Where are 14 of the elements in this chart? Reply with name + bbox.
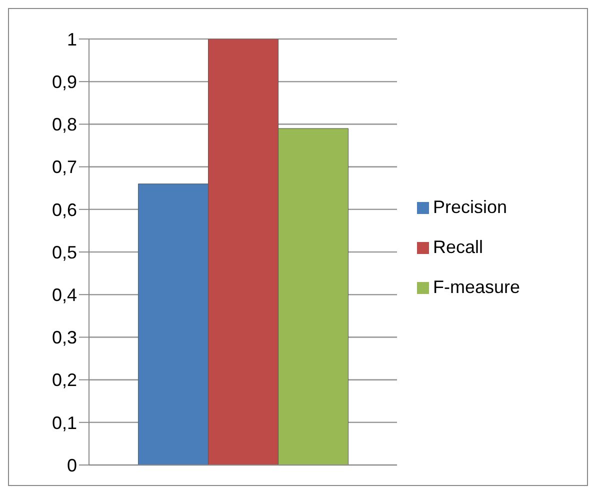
y-tick-label: 1 — [66, 29, 77, 50]
y-tick-label: 0,7 — [52, 157, 77, 178]
legend-label: F-measure — [433, 277, 520, 297]
y-tick-label: 0,5 — [52, 242, 77, 262]
y-tick-label: 0,3 — [52, 328, 77, 348]
y-tick-label: 0,8 — [52, 114, 77, 135]
y-tick-label: 0,6 — [52, 200, 77, 220]
legend-label: Precision — [433, 197, 508, 217]
legend-label: Recall — [433, 237, 484, 257]
y-tick-label: 0 — [66, 455, 77, 476]
y-tick-label: 0,9 — [52, 72, 77, 92]
y-tick-label: 0,4 — [52, 284, 77, 305]
y-tick-label: 0,2 — [52, 370, 77, 390]
y-tick-label: 0,1 — [52, 412, 77, 433]
